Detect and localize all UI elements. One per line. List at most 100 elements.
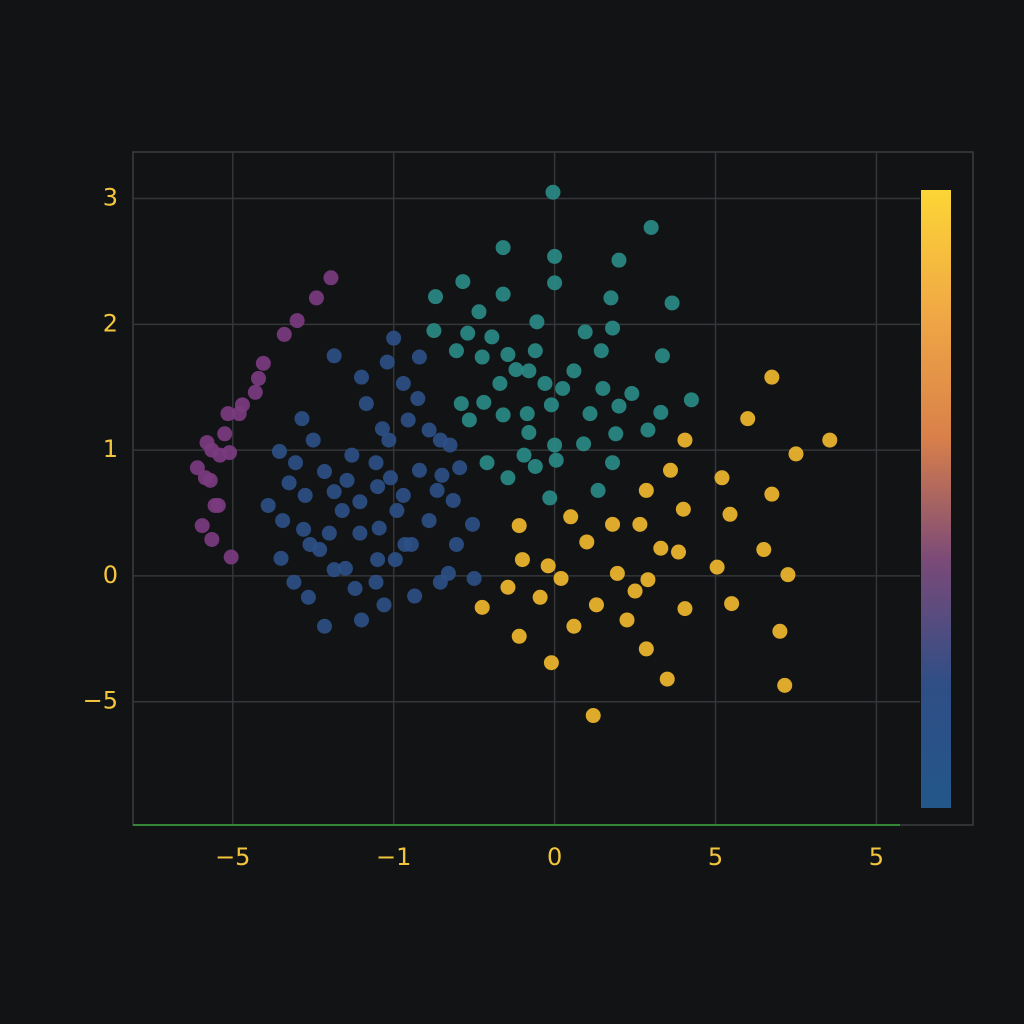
point — [555, 380, 571, 396]
y-tick-label: 0 — [103, 561, 118, 589]
points — [189, 184, 838, 724]
point — [288, 455, 304, 471]
point — [653, 404, 669, 420]
point — [275, 513, 291, 529]
point — [471, 304, 487, 320]
point — [381, 432, 397, 448]
point — [521, 363, 537, 379]
point — [445, 492, 461, 508]
point — [189, 460, 205, 476]
point — [281, 475, 297, 491]
point — [566, 363, 582, 379]
point — [460, 325, 476, 341]
point — [297, 487, 313, 503]
point — [368, 455, 384, 471]
point — [316, 618, 332, 634]
point — [452, 460, 468, 476]
point — [537, 375, 553, 391]
point — [273, 550, 289, 566]
point — [514, 552, 530, 568]
point — [410, 391, 426, 407]
point — [788, 446, 804, 462]
point — [500, 579, 516, 595]
point — [508, 362, 524, 378]
point — [358, 396, 374, 412]
point — [476, 394, 492, 410]
point — [434, 467, 450, 483]
point — [582, 406, 598, 422]
point — [421, 422, 437, 438]
point — [709, 559, 725, 575]
point — [654, 348, 670, 364]
point — [286, 574, 302, 590]
x-tick-label: −5 — [215, 843, 250, 871]
point — [296, 521, 312, 537]
point — [294, 411, 310, 427]
point — [321, 525, 337, 541]
point — [764, 369, 780, 385]
point — [627, 583, 643, 599]
point — [308, 290, 324, 306]
point — [339, 472, 355, 488]
point — [368, 574, 384, 590]
point — [511, 628, 527, 644]
point — [429, 482, 445, 498]
point — [576, 436, 592, 452]
point — [527, 343, 543, 359]
point — [448, 536, 464, 552]
point — [780, 567, 796, 583]
point — [220, 406, 236, 422]
point — [440, 565, 456, 581]
point — [675, 501, 691, 517]
point — [495, 286, 511, 302]
point — [334, 503, 350, 519]
point — [474, 349, 490, 365]
point — [640, 572, 656, 588]
point — [326, 484, 342, 500]
point — [724, 596, 740, 612]
point — [605, 455, 621, 471]
point — [421, 513, 437, 529]
point — [590, 482, 606, 498]
point — [352, 494, 368, 510]
point — [521, 425, 537, 441]
point — [354, 612, 370, 628]
point — [611, 398, 627, 414]
point — [543, 655, 559, 671]
point — [474, 599, 490, 615]
point — [547, 248, 563, 264]
point — [609, 565, 625, 581]
point — [442, 437, 458, 453]
point — [337, 560, 353, 576]
point — [370, 552, 386, 568]
point — [352, 525, 368, 541]
point — [300, 589, 316, 605]
point — [500, 347, 516, 363]
point — [455, 274, 471, 290]
point — [511, 518, 527, 534]
point — [316, 464, 332, 480]
point — [247, 384, 263, 400]
point — [387, 552, 403, 568]
point — [347, 581, 363, 597]
point — [500, 470, 516, 486]
point — [323, 270, 339, 286]
point — [379, 354, 395, 370]
point — [479, 455, 495, 471]
point — [492, 375, 508, 391]
point — [532, 589, 548, 605]
point — [453, 396, 469, 412]
point — [671, 544, 687, 560]
point — [223, 549, 239, 565]
point — [664, 295, 680, 311]
point — [593, 343, 609, 359]
point — [484, 329, 500, 345]
point — [397, 536, 413, 552]
point — [577, 324, 593, 340]
point — [354, 369, 370, 385]
x-tick-label: 0 — [547, 843, 562, 871]
point — [255, 355, 271, 371]
point — [466, 570, 482, 586]
